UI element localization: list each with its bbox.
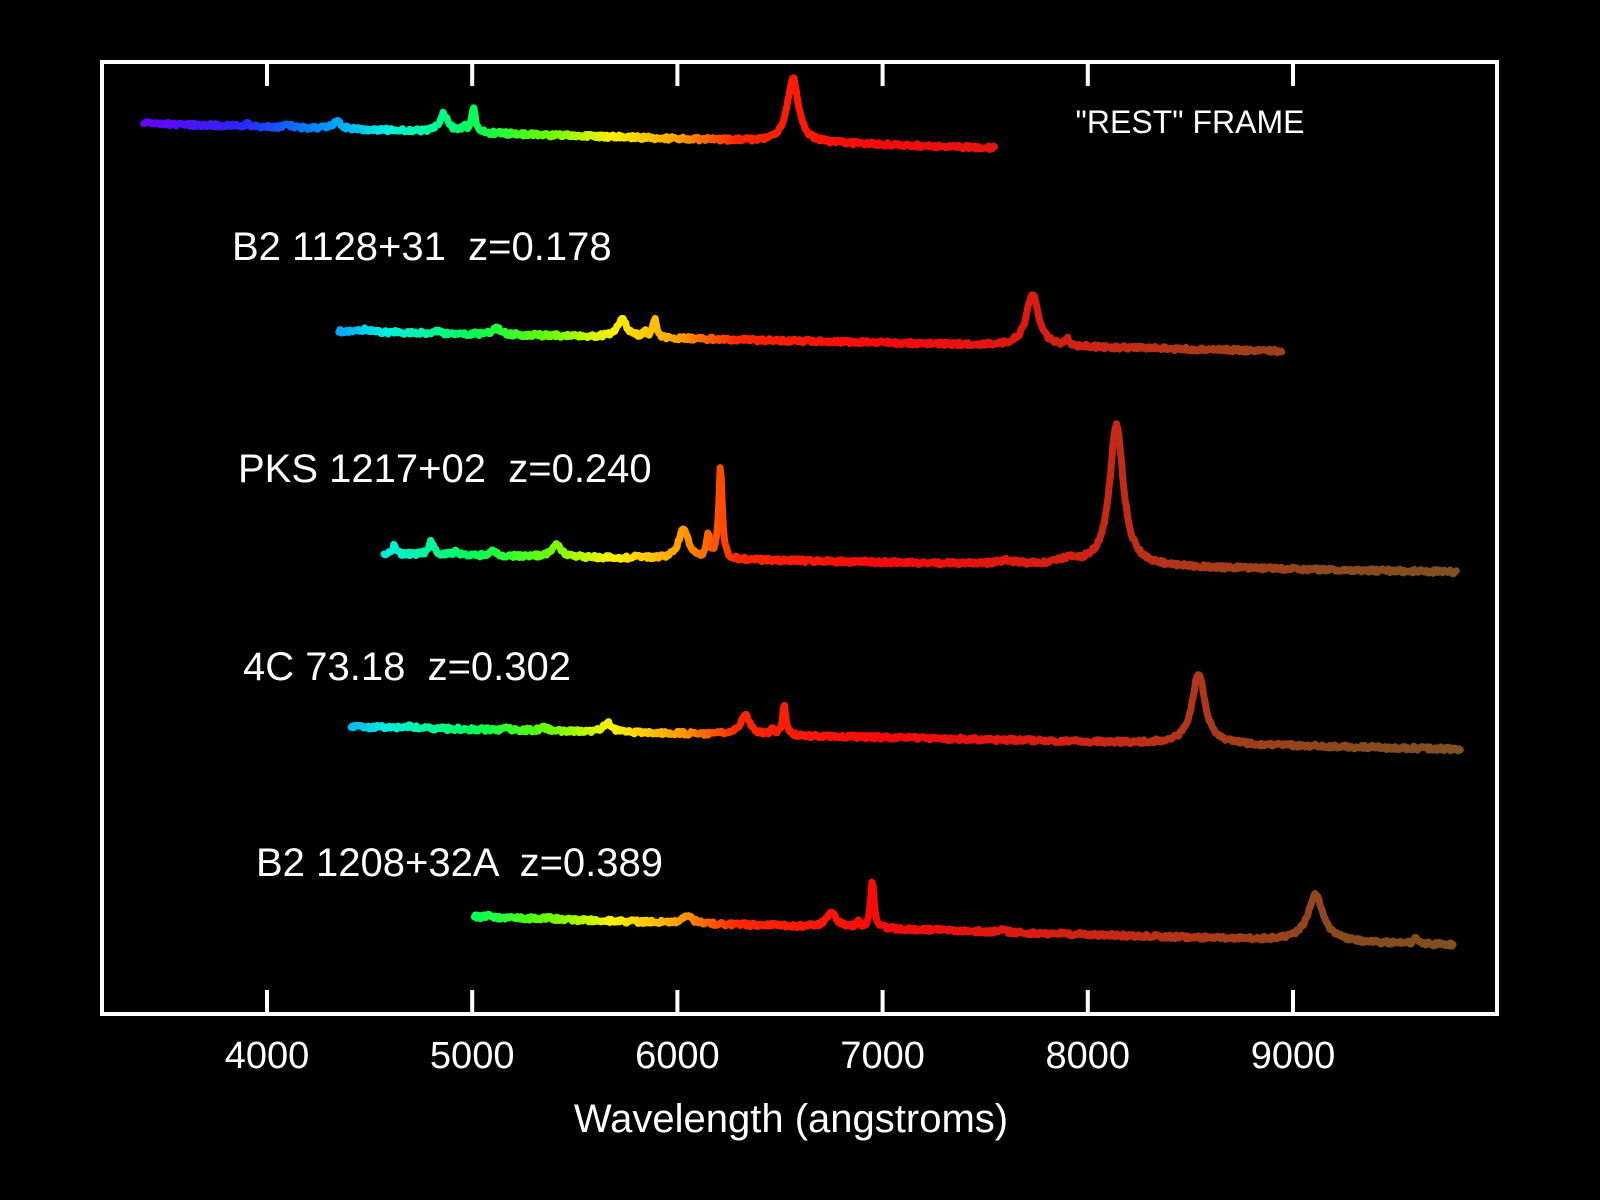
series-label-4c-7318: 4C 73.18 z=0.302 bbox=[243, 645, 571, 689]
spectrum-segment bbox=[1451, 567, 1460, 575]
x-tick-label: 4000 bbox=[225, 1035, 310, 1077]
spectrum-segment bbox=[1448, 940, 1457, 950]
spectrum-segment bbox=[989, 142, 999, 151]
spectrum-segment bbox=[719, 507, 728, 538]
series-label-rest-frame: "REST" FRAME bbox=[1076, 104, 1305, 140]
x-tick-label: 7000 bbox=[840, 1035, 925, 1077]
spectrum-segment bbox=[717, 475, 726, 515]
spectrum-segment bbox=[1455, 745, 1464, 754]
x-tick-label: 9000 bbox=[1251, 1035, 1336, 1077]
spectra-series bbox=[140, 74, 1464, 950]
plot-frame bbox=[100, 60, 1499, 1016]
x-axis-tick-labels: 4000 5000 6000 7000 8000 9000 bbox=[225, 1035, 1336, 1077]
spectrum-series bbox=[335, 291, 1286, 356]
spectrum-segment bbox=[714, 498, 723, 530]
spectrum-series bbox=[140, 74, 999, 153]
series-label-b2-1128: B2 1128+31 z=0.178 bbox=[232, 225, 612, 269]
x-tick-label: 8000 bbox=[1046, 1035, 1131, 1077]
series-label-b2-1208: B2 1208+32A z=0.389 bbox=[256, 841, 663, 885]
series-label-pks-1217: PKS 1217+02 z=0.240 bbox=[238, 447, 652, 491]
x-axis-title: Wavelength (angstroms) bbox=[574, 1097, 1008, 1141]
x-tick-label: 5000 bbox=[430, 1035, 515, 1077]
spectrum-series bbox=[380, 420, 1460, 578]
spectrum-series bbox=[347, 671, 1464, 755]
spectrum-series bbox=[470, 878, 1457, 950]
spectrum-segment bbox=[1277, 347, 1286, 356]
x-axis-ticks bbox=[265, 62, 1295, 1014]
x-tick-label: 6000 bbox=[635, 1035, 720, 1077]
